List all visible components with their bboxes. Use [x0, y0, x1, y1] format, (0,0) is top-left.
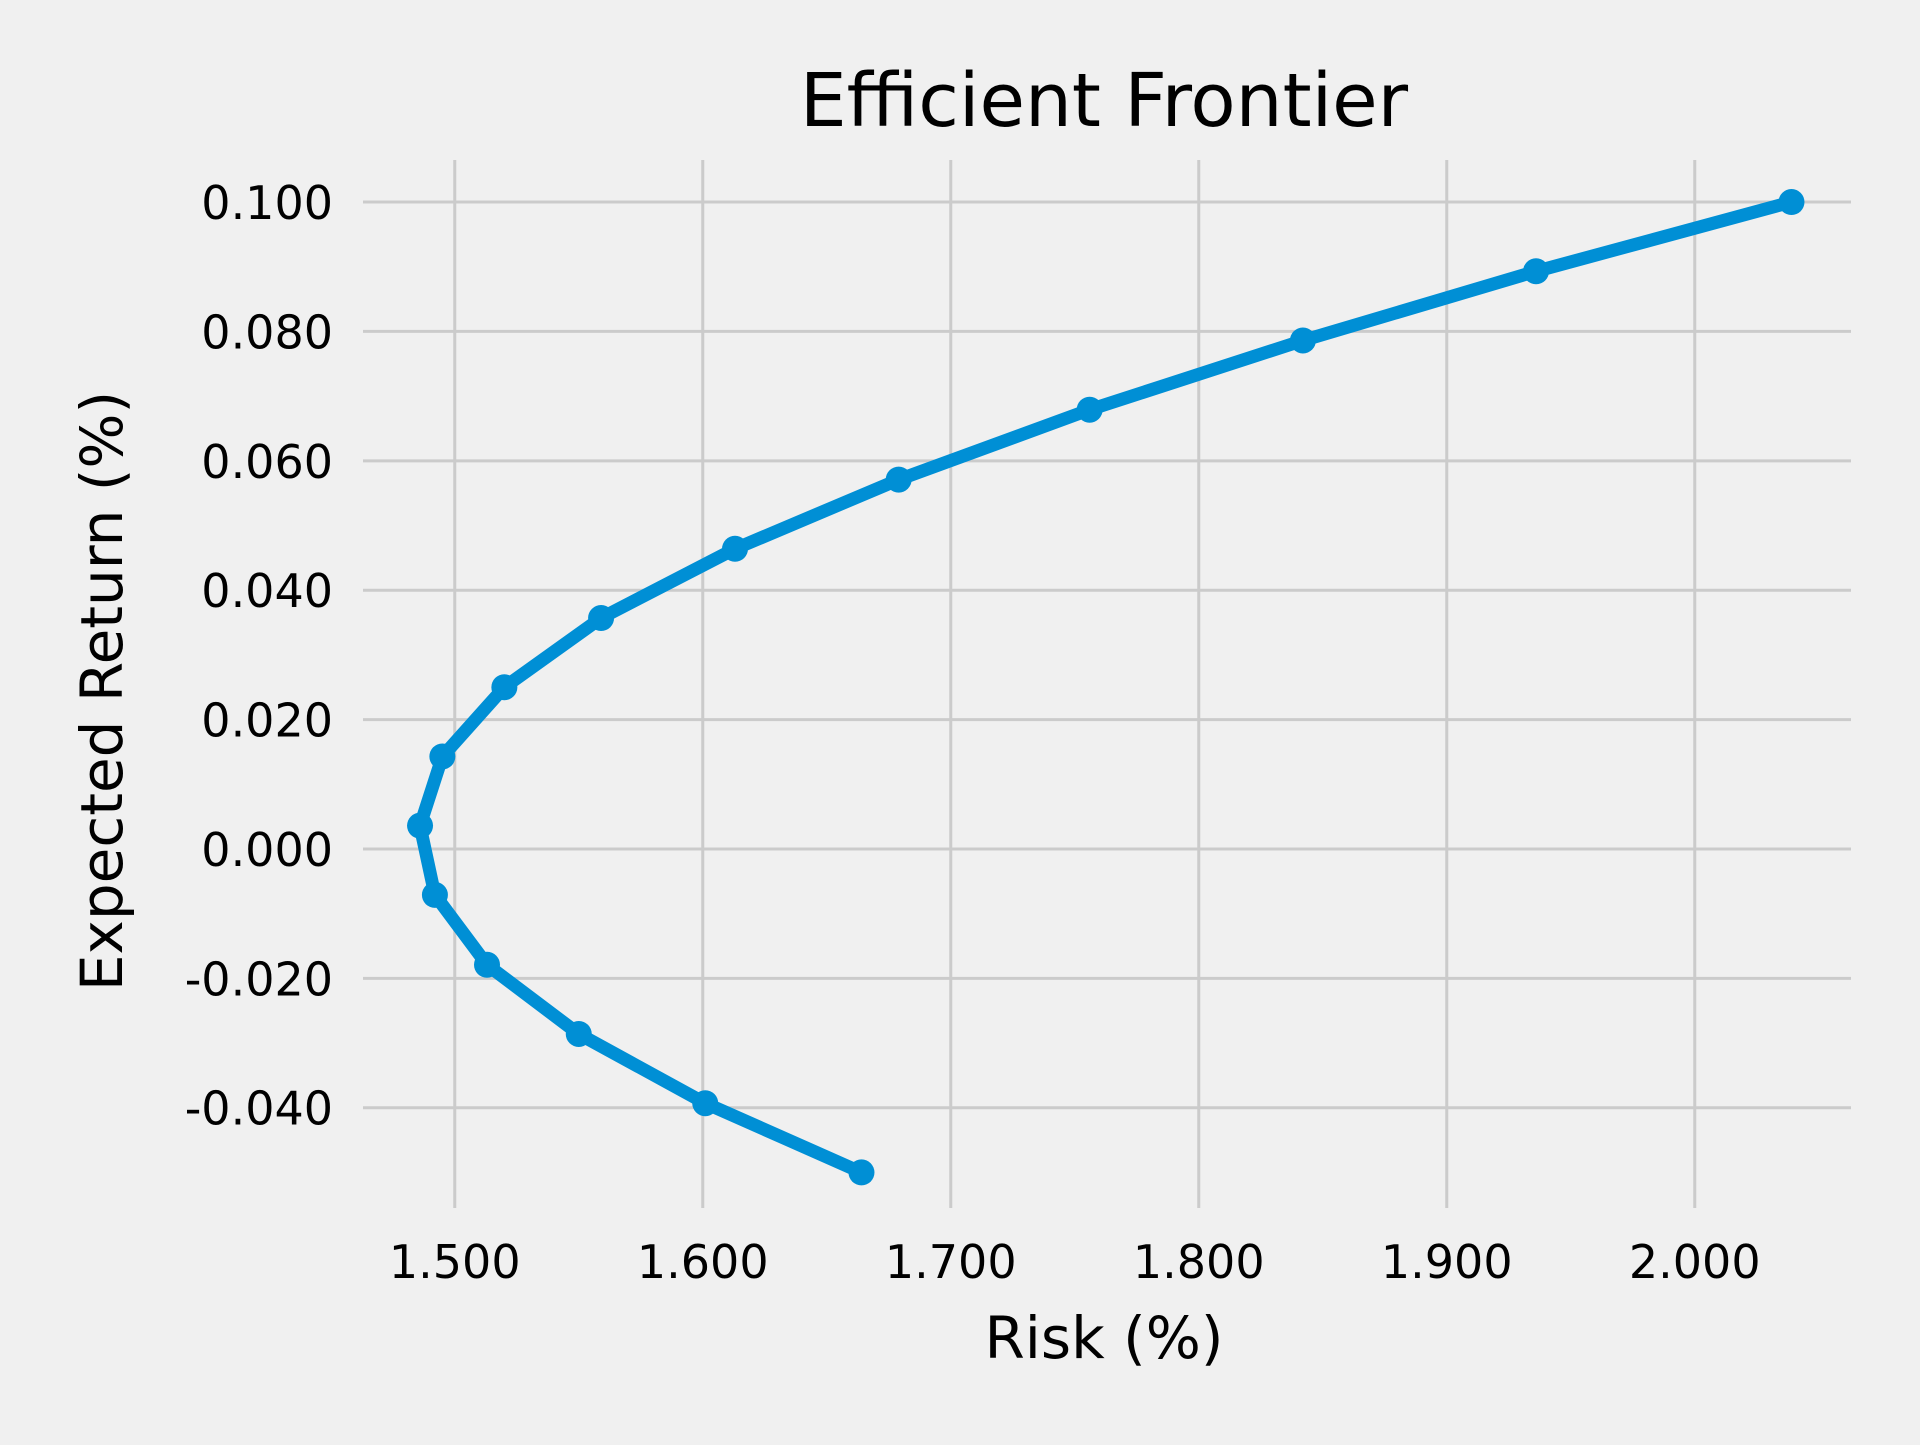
data-point [848, 1159, 875, 1186]
tick-labels: 1.500 1.600 1.700 1.800 1.900 2.000 0.100 0.080… [185, 176, 1761, 1289]
series-line [413, 195, 1798, 1179]
x-tick-label: 1.600 [637, 1235, 769, 1289]
x-tick-label: 1.900 [1381, 1235, 1513, 1289]
x-tick-label: 2.000 [1629, 1235, 1761, 1289]
y-tick-label: 0.060 [201, 435, 333, 489]
data-point [407, 812, 434, 839]
y-tick-label: 0.040 [201, 564, 333, 618]
data-point [1523, 258, 1550, 285]
data-point [692, 1090, 719, 1117]
y-axis-label: Expected Return (%) [68, 391, 136, 991]
data-point [1289, 327, 1316, 354]
data-point [588, 605, 615, 632]
y-tick-label: -0.020 [185, 952, 333, 1006]
x-tick-label: 1.500 [389, 1235, 521, 1289]
chart-title: Efficient Frontier [800, 58, 1409, 144]
series-layer [407, 189, 1805, 1186]
y-tick-label: -0.040 [185, 1082, 333, 1136]
y-tick-label: 0.080 [201, 305, 333, 359]
data-point [474, 951, 500, 978]
data-point [429, 743, 456, 770]
data-point [1778, 189, 1805, 216]
data-point [565, 1020, 592, 1047]
grid [363, 160, 1851, 1208]
x-tick-label: 1.700 [885, 1235, 1017, 1289]
x-axis-label: Risk (%) [984, 1304, 1223, 1372]
data-point [421, 881, 448, 908]
x-tick-label: 1.800 [1133, 1235, 1265, 1289]
data-point [491, 674, 518, 701]
y-tick-label: 0.020 [201, 694, 333, 748]
data-point [722, 535, 748, 562]
data-point [1076, 396, 1103, 423]
y-tick-label: 0.100 [201, 176, 333, 230]
data-point [885, 466, 912, 493]
y-tick-label: 0.000 [201, 823, 333, 877]
